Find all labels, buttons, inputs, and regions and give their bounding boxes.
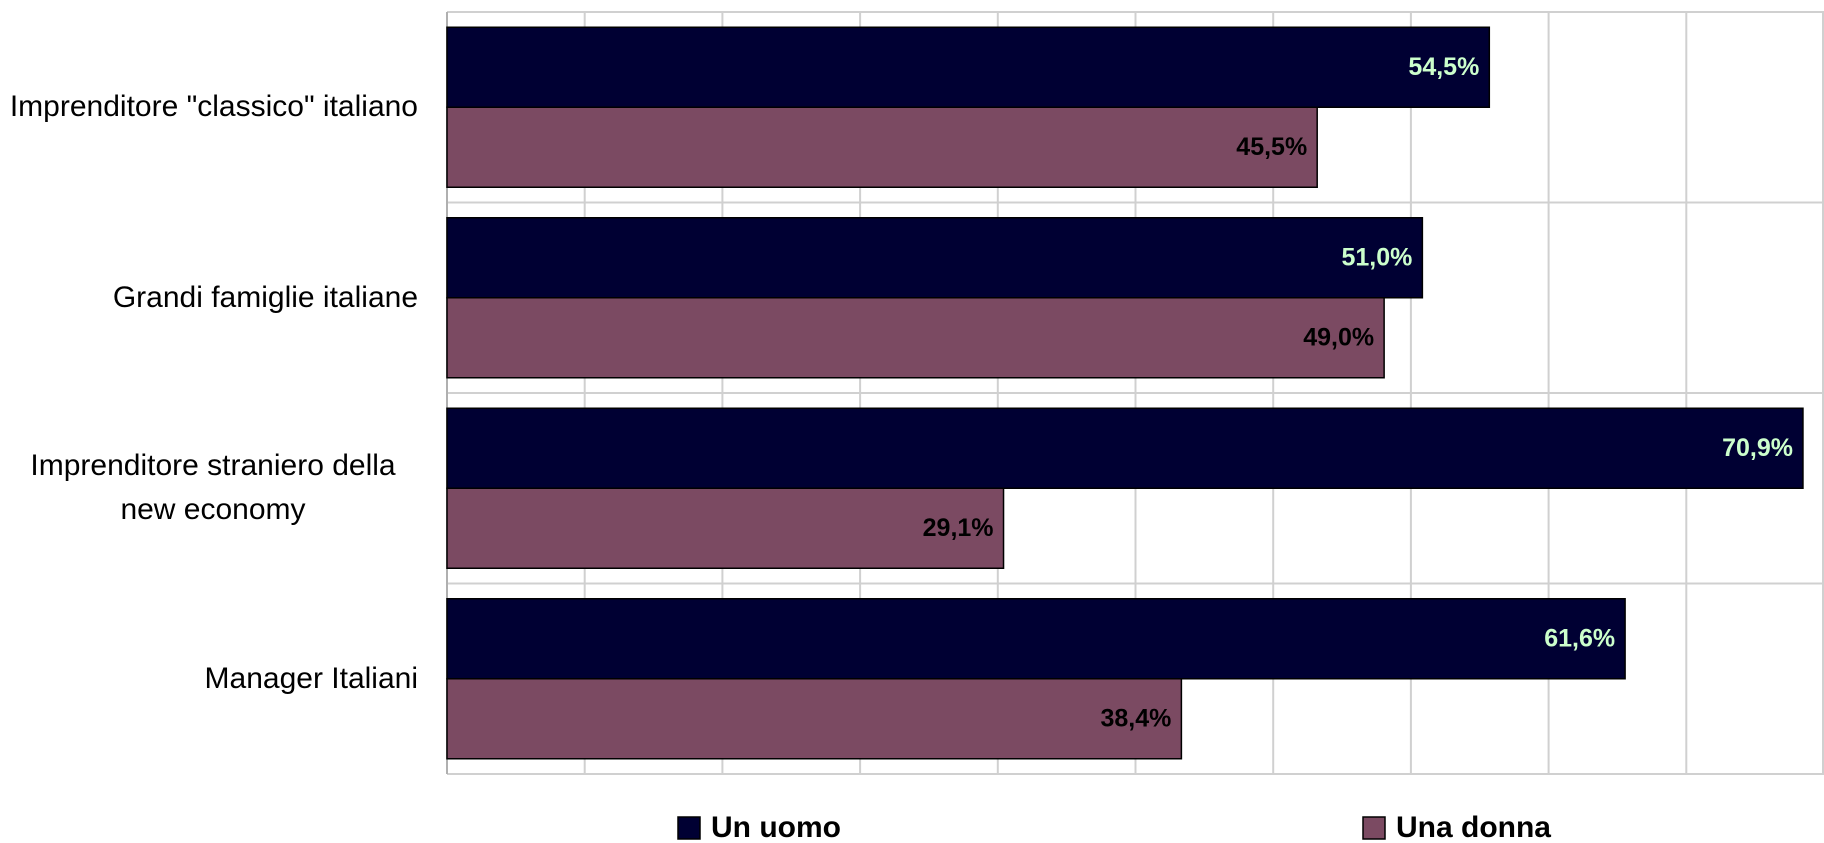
- bar: [446, 407, 1804, 489]
- bar: [446, 217, 1424, 299]
- bar: [446, 106, 1318, 188]
- data-label: 61,6%: [1544, 624, 1615, 652]
- bar: [446, 487, 1005, 569]
- category-label: Manager Italiani: [204, 661, 418, 695]
- data-label: 45,5%: [1236, 133, 1307, 161]
- data-label: 38,4%: [1101, 704, 1172, 732]
- data-label: 54,5%: [1408, 53, 1479, 81]
- bar: [446, 297, 1385, 379]
- data-label: 49,0%: [1303, 323, 1374, 351]
- data-label: 29,1%: [923, 514, 994, 542]
- bar: [446, 598, 1626, 680]
- category-label: Imprenditore "classico" italiano: [9, 90, 418, 124]
- legend-label: Una donna: [1396, 811, 1551, 843]
- category-label: Grandi famiglie italiane: [112, 280, 418, 314]
- bar: [446, 678, 1183, 760]
- legend-swatch: [1362, 816, 1386, 840]
- category-label: Imprenditore straniero della new economy: [30, 449, 396, 527]
- bar: [446, 26, 1491, 108]
- legend-label: Un uomo: [711, 811, 841, 843]
- data-label: 51,0%: [1341, 243, 1412, 271]
- legend-swatch: [677, 816, 701, 840]
- data-label: 70,9%: [1722, 434, 1793, 462]
